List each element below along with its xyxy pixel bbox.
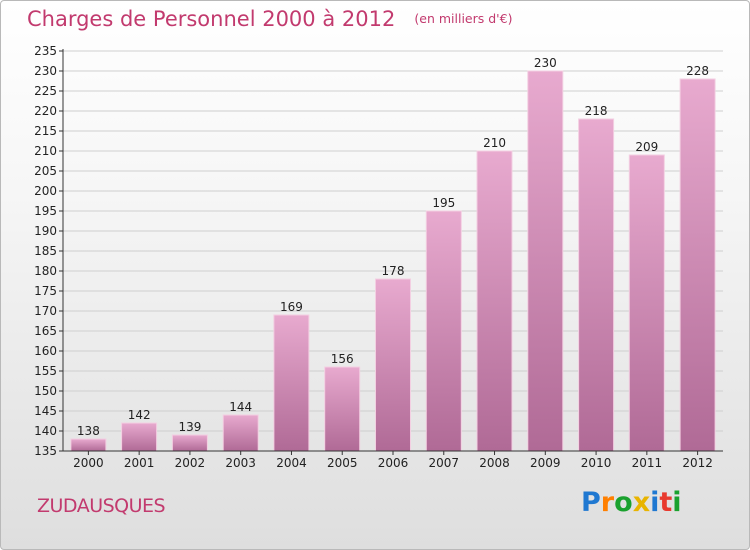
chart-title: Charges de Personnel 2000 à 2012 — [27, 7, 396, 31]
x-tick-label-2012: 2012 — [682, 456, 713, 470]
y-tick-label: 185 — [34, 244, 57, 258]
logo-letter: i — [672, 487, 682, 518]
value-label-2007: 195 — [432, 196, 455, 210]
value-label-2012: 228 — [686, 64, 709, 78]
bar-2002 — [171, 434, 208, 452]
y-tick-label: 210 — [34, 144, 57, 158]
commune-name: ZUDAUSQUES — [37, 495, 166, 517]
value-label-2009: 230 — [534, 56, 557, 70]
y-tick-label: 195 — [34, 204, 57, 218]
y-tick-label: 180 — [34, 264, 57, 278]
y-tick-label: 230 — [34, 64, 57, 78]
logo-letter: P — [581, 487, 601, 518]
bar-2010 — [578, 118, 615, 452]
x-tick-label-2008: 2008 — [479, 456, 510, 470]
y-tick-label: 145 — [34, 404, 57, 418]
bars — [70, 70, 716, 452]
y-tick-label: 200 — [34, 184, 57, 198]
x-tick-label-2003: 2003 — [225, 456, 256, 470]
y-tick-label: 215 — [34, 124, 57, 138]
bar-2009 — [527, 70, 564, 452]
value-label-2003: 144 — [229, 400, 252, 414]
bar-2005 — [324, 366, 361, 452]
value-label-2001: 142 — [128, 408, 151, 422]
value-label-2011: 209 — [635, 140, 658, 154]
logo-letter: x — [632, 487, 651, 518]
value-label-2002: 139 — [178, 420, 201, 434]
bar-2012 — [679, 78, 716, 452]
value-label-2008: 210 — [483, 136, 506, 150]
logo-letter: i — [650, 487, 660, 518]
y-tick-label: 135 — [34, 444, 57, 458]
x-tick-label-2010: 2010 — [581, 456, 612, 470]
y-tick-label: 150 — [34, 384, 57, 398]
y-tick-label: 205 — [34, 164, 57, 178]
x-tick-label-2006: 2006 — [378, 456, 409, 470]
bar-2000 — [70, 438, 107, 452]
y-tick-label: 165 — [34, 324, 57, 338]
x-tick-label-2011: 2011 — [632, 456, 663, 470]
value-label-2000: 138 — [77, 424, 100, 438]
bar-2008 — [476, 150, 513, 452]
logo-letter: o — [614, 487, 633, 518]
y-tick-label: 225 — [34, 84, 57, 98]
y-tick-label: 160 — [34, 344, 57, 358]
value-label-2005: 156 — [331, 352, 354, 366]
proxiti-logo: Proxiti — [581, 487, 682, 518]
logo-letter: r — [600, 487, 615, 518]
bar-2004 — [273, 314, 310, 452]
y-tick-label: 175 — [34, 284, 57, 298]
bar-2003 — [222, 414, 259, 452]
x-tick-label-2007: 2007 — [428, 456, 459, 470]
y-tick-label: 190 — [34, 224, 57, 238]
logo-letter: t — [659, 487, 673, 518]
y-tick-label: 155 — [34, 364, 57, 378]
x-tick-label-2005: 2005 — [327, 456, 358, 470]
value-label-2006: 178 — [382, 264, 405, 278]
x-tick-label-2001: 2001 — [124, 456, 155, 470]
labels: 135 140 145 150 155 160 165 170 175 180 185 190 195 2… — [34, 44, 713, 470]
chart-unit: (en milliers d'€) — [414, 11, 513, 26]
bar-2001 — [121, 422, 158, 452]
x-tick-label-2004: 2004 — [276, 456, 307, 470]
y-tick-label: 235 — [34, 44, 57, 58]
value-label-2010: 218 — [585, 104, 608, 118]
bar-2011 — [628, 154, 665, 452]
y-tick-label: 220 — [34, 104, 57, 118]
value-label-2004: 169 — [280, 300, 303, 314]
x-tick-label-2002: 2002 — [175, 456, 206, 470]
title-row: Charges de Personnel 2000 à 2012 (en mil… — [27, 7, 512, 31]
y-tick-label: 170 — [34, 304, 57, 318]
x-tick-label-2009: 2009 — [530, 456, 561, 470]
bar-2007 — [425, 210, 462, 452]
axes — [59, 49, 723, 455]
x-tick-label-2000: 2000 — [73, 456, 104, 470]
bar-2006 — [375, 278, 411, 452]
y-tick-label: 140 — [34, 424, 57, 438]
